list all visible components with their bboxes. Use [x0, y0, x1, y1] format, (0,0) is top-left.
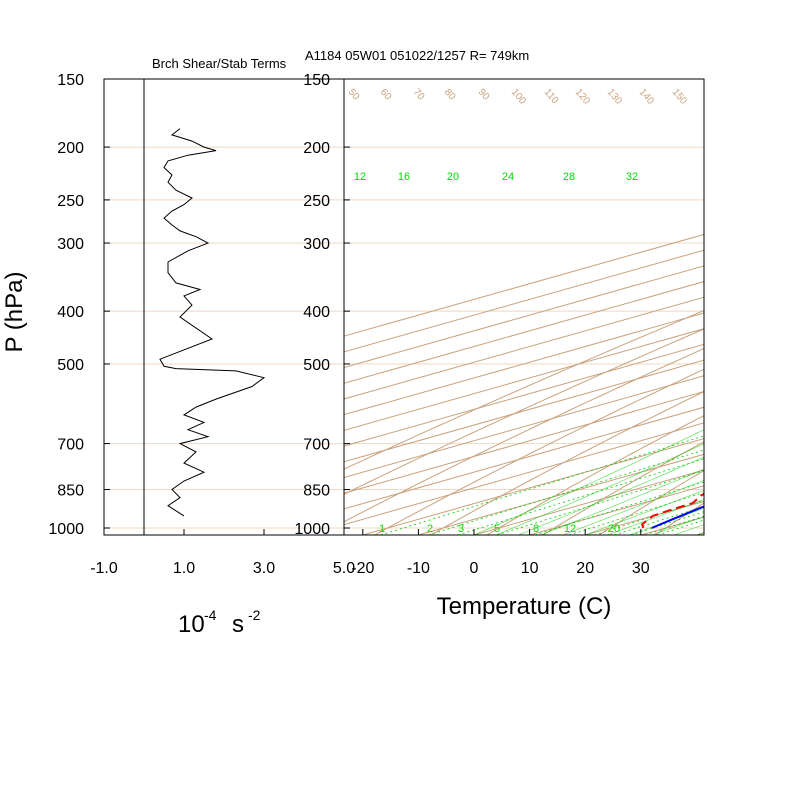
skewt-mixing-ratio-line — [428, 311, 800, 535]
temperature-profile-line — [652, 122, 800, 528]
skewt-y-tick-label: 700 — [303, 437, 330, 454]
mixing-ratio-top-label: 16 — [398, 171, 410, 183]
adiabat-label: 50 — [346, 87, 362, 103]
mixing-ratio-bottom-label: 5 — [494, 523, 500, 535]
mixing-ratio-bottom-label: 1 — [379, 523, 385, 535]
skewt-moist-adiabat — [541, 102, 800, 535]
adiabat-label: 110 — [542, 87, 561, 107]
skewt-y-tick-label: 150 — [303, 72, 330, 89]
temperature-tick-label: 30 — [632, 560, 650, 577]
adiabat-label: 100 — [509, 87, 528, 107]
skewt-isobars — [344, 79, 704, 528]
skewt-y-tick-label: 250 — [303, 193, 330, 210]
skewt-y-tick-label: 850 — [303, 483, 330, 500]
adiabat-label: 60 — [378, 87, 394, 103]
temperature-tick-label: -20 — [351, 560, 374, 577]
shear-unit-label: 10 -4 s -2 — [178, 607, 261, 638]
skewt-mixing-ratio-line — [614, 311, 800, 535]
shear-y-tick-label: 700 — [57, 437, 84, 454]
sounding-title: A1184 05W01 051022/1257 R= 749km — [305, 48, 529, 63]
mixing-ratio-bottom-label: 2 — [427, 523, 433, 535]
adiabat-label: 90 — [476, 87, 492, 103]
skewt-isotherm — [752, 79, 800, 535]
adiabat-label: 150 — [670, 87, 689, 107]
skewt-y-tick-label: 1000 — [294, 521, 330, 538]
shear-y-tick-label: 300 — [57, 236, 84, 253]
skewt-y-tick-label: 200 — [303, 140, 330, 157]
skewt-y-tick-label: 300 — [303, 236, 330, 253]
mixing-ratio-top-label: 12 — [354, 171, 366, 183]
skewt-moist-adiabat — [696, 79, 800, 535]
mixing-ratio-bottom-label: 8 — [533, 523, 539, 535]
temperature-tick-label: -10 — [407, 560, 430, 577]
shear-unit-exp1: -4 — [204, 607, 217, 623]
adiabat-labels: 50 60 70 80 90 100 110 120 130 140 150 — [346, 87, 689, 107]
shear-y-tick-label: 150 — [57, 72, 84, 89]
temperature-axis-title: Temperature (C) — [437, 593, 612, 620]
mixing-ratio-top-label: 32 — [626, 171, 638, 183]
shear-y-tick-label: 1000 — [48, 521, 84, 538]
skewt-y-tick-label: 500 — [303, 357, 330, 374]
shear-unit-s: s — [232, 611, 244, 638]
shear-y-tick-label: 850 — [57, 483, 84, 500]
dewpoint-profile-line — [642, 175, 800, 528]
skewt-moist-adiabat — [519, 129, 800, 535]
skewt-isotherm — [696, 79, 800, 535]
skewt-dry-adiabat — [767, 79, 800, 535]
skewt-mixing-ratio-line — [658, 311, 800, 535]
shear-x-tick-label: 1.0 — [173, 560, 195, 577]
adiabat-label: 140 — [637, 87, 656, 107]
adiabat-label: 80 — [442, 87, 458, 103]
temperature-tick-label: 20 — [576, 560, 594, 577]
shear-y-tick-label: 500 — [57, 357, 84, 374]
shear-panel-title: Brch Shear/Stab Terms — [152, 56, 287, 71]
mixing-ratio-bottom-label: 20 — [608, 523, 620, 535]
shear-y-tick-label: 200 — [57, 140, 84, 157]
skewt-dry-adiabat — [711, 79, 800, 535]
temperature-tick-label: 0 — [470, 560, 479, 577]
mixing-ratio-bottom-label: 3 — [458, 523, 464, 535]
temperature-tick-label: 10 — [521, 560, 539, 577]
mixing-ratio-top-label: 28 — [563, 171, 575, 183]
adiabat-label: 120 — [573, 87, 592, 107]
mixing-ratio-top-label: 24 — [502, 171, 514, 183]
adiabat-label: 130 — [605, 87, 624, 107]
mixing-ratio-bottom-label: 12 — [564, 523, 576, 535]
shear-pressure-tick-labels: 150 200 250 300 400 500 700 850 1000 — [48, 72, 84, 538]
skewt-y-tick-label: 400 — [303, 304, 330, 321]
shear-x-tick-label: 3.0 — [253, 560, 275, 577]
skewt-mixing-ratio-line — [631, 311, 800, 535]
mixing-ratio-top-label: 20 — [447, 171, 459, 183]
shear-x-tick-label: -1.0 — [90, 560, 118, 577]
skewt-mixing-ratio-line — [458, 311, 800, 535]
shear-y-tick-label: 250 — [57, 193, 84, 210]
shear-unit-exp2: -2 — [248, 607, 261, 623]
shear-unit-base: 10 — [178, 611, 205, 638]
adiabat-label: 70 — [411, 87, 427, 103]
pressure-axis-title: P (hPa) — [1, 272, 28, 353]
shear-profile-line — [160, 129, 264, 516]
temperature-tick-labels: -20 -10 0 10 20 30 — [351, 560, 650, 577]
shear-y-tick-label: 400 — [57, 304, 84, 321]
skewt-pressure-tick-labels: 150 200 250 300 400 500 700 850 1000 — [294, 72, 330, 538]
skewt-moist-adiabat — [474, 175, 800, 535]
